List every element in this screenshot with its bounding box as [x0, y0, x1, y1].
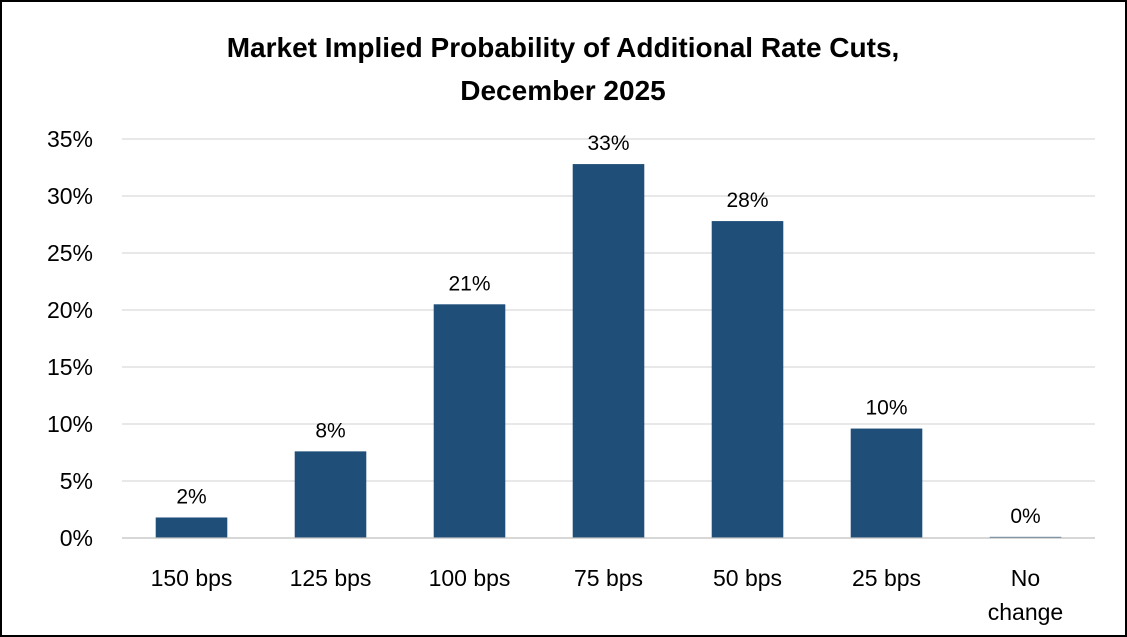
data-label: 21% — [448, 272, 490, 295]
x-category-label: 100 bps — [429, 565, 511, 591]
data-labels: 2% 8% 21% 33% 28% 10% 0% — [176, 132, 1040, 528]
data-label: 33% — [587, 132, 629, 155]
chart-title: Market Implied Probability of Additional… — [227, 32, 900, 106]
bar — [433, 304, 506, 538]
bar — [850, 428, 923, 538]
data-label: 0% — [1010, 505, 1040, 528]
bar — [572, 164, 645, 538]
y-tick-label: 30% — [47, 183, 93, 209]
x-category-label: change — [988, 599, 1063, 625]
y-axis-ticks: 0% 5% 10% 15% 20% 25% 30% 35% — [47, 126, 93, 551]
y-tick-label: 5% — [60, 468, 93, 494]
y-tick-label: 15% — [47, 354, 93, 380]
y-tick-label: 35% — [47, 126, 93, 152]
y-tick-label: 25% — [47, 240, 93, 266]
y-tick-label: 0% — [60, 525, 93, 551]
x-category-label: No — [1011, 565, 1040, 591]
bars — [155, 164, 1062, 538]
y-tick-label: 10% — [47, 411, 93, 437]
x-category-label: 75 bps — [574, 565, 643, 591]
x-axis-categories: 150 bps 125 bps 100 bps 75 bps 50 bps 25 bps N… — [151, 565, 1064, 625]
chart-title-line: December 2025 — [460, 75, 665, 106]
bar — [711, 221, 784, 538]
bar — [294, 451, 367, 538]
data-label: 2% — [176, 485, 206, 508]
data-label: 10% — [865, 397, 907, 420]
x-category-label: 150 bps — [151, 565, 233, 591]
x-category-label: 50 bps — [713, 565, 782, 591]
bar — [155, 517, 228, 538]
y-tick-label: 20% — [47, 297, 93, 323]
x-category-label: 25 bps — [852, 565, 921, 591]
chart-title-line: Market Implied Probability of Additional… — [227, 32, 900, 63]
data-label: 8% — [315, 419, 345, 442]
x-category-label: 125 bps — [290, 565, 372, 591]
data-label: 28% — [726, 189, 768, 212]
